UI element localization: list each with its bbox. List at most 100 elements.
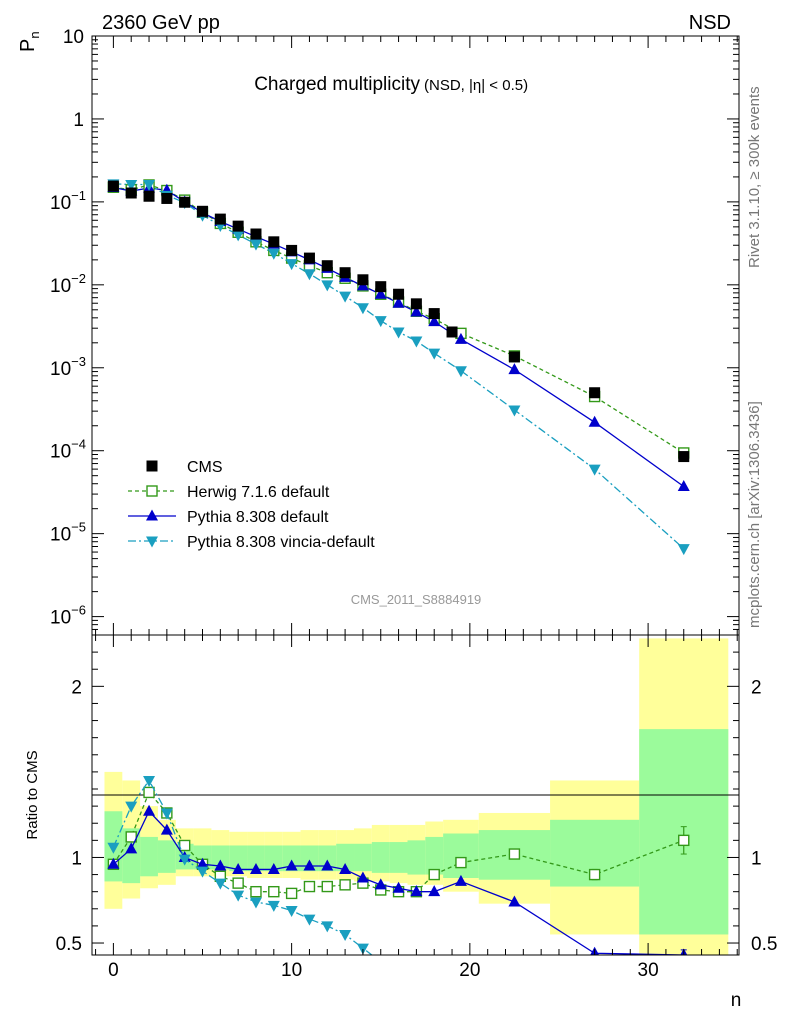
legend-marker	[146, 509, 158, 521]
markers-cms	[107, 180, 690, 463]
uncertainty-band-inner	[229, 845, 248, 872]
ratio-point	[285, 859, 298, 871]
ratio-ylabel: Ratio to CMS	[24, 750, 41, 839]
data-point	[232, 230, 245, 242]
ratio-point	[321, 859, 334, 871]
ratio-line	[112, 779, 373, 955]
data-point	[678, 451, 690, 463]
ratio-point	[410, 885, 423, 897]
legend-marker	[146, 536, 158, 548]
series-herwig-7-1-6-default	[113, 184, 685, 454]
ratio-point	[285, 906, 298, 918]
x-tick-label: 10	[281, 960, 302, 981]
ratio-point	[356, 871, 369, 883]
data-point	[321, 260, 333, 272]
data-point	[161, 192, 173, 204]
ratio-point	[678, 834, 690, 847]
ratio-y-tick-label: 0.5	[56, 934, 82, 955]
main-ylabel-text: Pn	[17, 31, 42, 52]
main-y-tick-label: 10−3	[50, 354, 86, 380]
uncertainty-band-inner	[389, 842, 408, 873]
data-point	[250, 228, 262, 240]
data-point	[428, 308, 440, 320]
data-point	[677, 480, 690, 492]
uncertainty-band-inner	[247, 845, 265, 872]
x-tick-label: 20	[459, 960, 480, 981]
ratio-y-tick-label-right: 0.5	[751, 934, 777, 955]
legend-item-pythia-8-308-vincia-default: Pythia 8.308 vincia-default	[128, 534, 375, 551]
ratio-point	[143, 775, 156, 787]
ratio-point	[196, 866, 209, 878]
data-point	[374, 287, 387, 299]
ratio-point	[143, 804, 156, 816]
ratio-point	[392, 881, 405, 893]
data-point	[214, 213, 226, 225]
ratio-point	[250, 885, 262, 898]
ratio-point	[232, 877, 244, 889]
ratio-y-tick-label: 2	[71, 677, 82, 698]
main-y-tick-label: 10	[63, 27, 84, 48]
data-point	[410, 336, 423, 348]
x-tick-label: 0	[108, 960, 119, 981]
mcplots-label: mcplots.cern.ch [arXiv:1306.3436]	[746, 401, 763, 628]
header-left: 2360 GeV pp	[102, 12, 220, 34]
uncertainty-band-inner	[264, 845, 283, 872]
data-point	[588, 415, 601, 427]
ratio-point	[160, 823, 173, 835]
legend-label: CMS	[187, 459, 223, 476]
uncertainty-band-inner	[157, 840, 176, 873]
data-point	[454, 366, 467, 378]
main-series-layer	[107, 179, 690, 556]
legend-item-herwig-7-1-6-default: Herwig 7.1.6 default	[128, 484, 330, 501]
legend-marker	[146, 485, 158, 497]
legend: CMS Herwig 7.1.6 default Pythia 8.308 defa…	[128, 459, 375, 551]
ratio-uncertainty-bands	[104, 638, 729, 955]
data-point	[339, 267, 351, 279]
ratio-point	[196, 857, 209, 869]
data-point	[143, 190, 155, 202]
legend-label: Pythia 8.308 default	[187, 509, 329, 526]
analysis-watermark: CMS_2011_S8884919	[351, 592, 482, 607]
ratio-point	[232, 862, 245, 874]
data-point	[303, 269, 316, 281]
uncertainty-band-inner	[282, 845, 301, 872]
data-point	[588, 464, 601, 476]
ratio-point	[374, 878, 387, 890]
ratio-point	[339, 879, 351, 891]
series-line	[113, 184, 685, 454]
ratio-point	[107, 842, 120, 854]
uncertainty-band-inner	[318, 845, 337, 872]
uncertainty-band-inner	[336, 843, 355, 872]
data-point	[392, 296, 405, 308]
data-point	[392, 327, 405, 339]
legend-marker	[146, 460, 158, 472]
data-point	[508, 351, 520, 363]
ratio-point	[428, 885, 441, 897]
ratio-point	[339, 862, 352, 874]
ratio-y-tick-label-right: 1	[751, 848, 762, 869]
data-point	[410, 305, 423, 317]
data-point	[321, 280, 334, 292]
ratio-y-tick-label: 1	[71, 848, 82, 869]
markers-herwig-7-1-6-default	[107, 179, 690, 459]
ratio-point	[508, 848, 521, 860]
ratio-point	[267, 900, 280, 912]
ratio-point	[321, 921, 334, 933]
data-point	[232, 220, 244, 232]
ratio-point	[339, 929, 352, 941]
uncertainty-band-inner	[425, 836, 444, 875]
ratio-point	[303, 914, 316, 926]
ratio-point	[321, 880, 333, 893]
main-ylabel: Pn	[17, 31, 42, 52]
data-point	[285, 259, 298, 271]
main-y-tick-label: 10−5	[50, 520, 86, 546]
ratio-point	[143, 786, 155, 799]
ratio-axis-ticks: 0 10 20 30 0.5 0.5 1 1 2 2	[56, 634, 777, 981]
ratio-point	[455, 856, 467, 869]
uncertainty-band-inner	[371, 842, 390, 873]
ratio-point	[428, 868, 440, 881]
main-y-tick-label: 10−2	[50, 271, 86, 297]
uncertainty-band-inner	[140, 836, 158, 877]
data-point	[428, 348, 441, 360]
